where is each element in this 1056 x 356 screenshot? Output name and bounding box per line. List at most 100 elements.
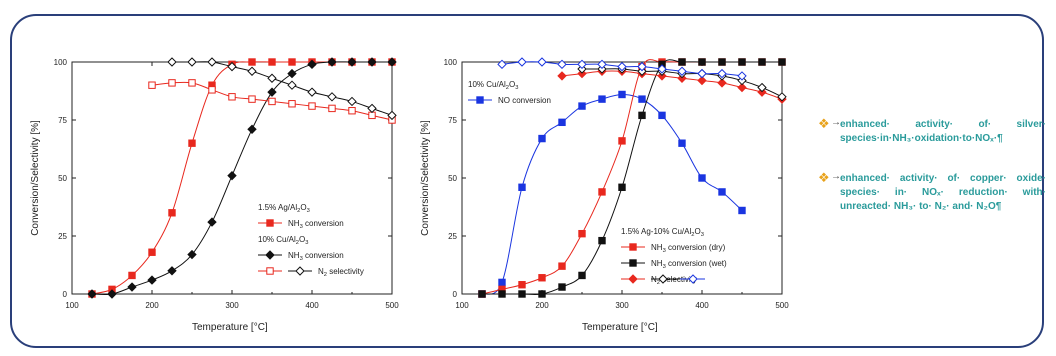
data-point <box>148 81 156 89</box>
legend-marker <box>629 243 637 251</box>
data-point <box>698 174 706 182</box>
figure-frame <box>10 14 1044 348</box>
legend-label: NO conversion <box>498 96 551 105</box>
y-tick-label: 100 <box>54 58 68 67</box>
y-tick-label: 50 <box>58 174 67 183</box>
data-point <box>498 290 506 298</box>
legend-marker <box>295 266 305 276</box>
data-point <box>328 104 336 113</box>
data-point <box>518 183 526 191</box>
data-point <box>657 64 667 74</box>
data-point <box>577 59 587 70</box>
arrow-icon: → <box>831 171 841 182</box>
data-point <box>327 57 337 67</box>
data-point <box>498 278 506 287</box>
data-point <box>208 86 216 94</box>
y-tick-label: 75 <box>58 116 67 125</box>
data-point <box>148 248 156 256</box>
data-point <box>287 68 297 79</box>
y-axis-title: Conversion/Selectivity [%] <box>420 120 431 236</box>
data-point <box>387 57 397 67</box>
data-point <box>718 58 726 66</box>
series-line <box>561 70 783 100</box>
data-point <box>228 93 236 101</box>
data-point <box>598 188 606 196</box>
data-point <box>87 289 97 299</box>
data-point <box>537 57 547 67</box>
y-tick-label: 25 <box>58 232 67 241</box>
data-point <box>777 92 787 102</box>
data-point <box>698 58 706 66</box>
y-tick-label: 75 <box>448 116 457 125</box>
data-point <box>227 61 237 72</box>
data-point <box>598 236 606 245</box>
y-tick-label: 0 <box>453 290 458 299</box>
legend-group-label: 10% Cu/Al2O3 <box>468 80 518 91</box>
data-point <box>167 266 177 276</box>
data-point <box>127 282 137 292</box>
legend-marker <box>628 274 638 284</box>
x-tick-label: 400 <box>695 301 709 310</box>
data-point <box>168 79 176 87</box>
y-tick-label: 50 <box>448 174 457 183</box>
data-point <box>107 289 117 299</box>
x-tick-label: 500 <box>775 301 789 310</box>
data-point <box>497 59 507 70</box>
data-point <box>518 290 526 298</box>
data-point <box>288 58 296 66</box>
data-point <box>538 290 546 298</box>
data-point <box>248 58 256 66</box>
series-line <box>172 61 393 116</box>
data-point <box>757 82 767 93</box>
series-line <box>91 61 392 295</box>
data-point <box>578 102 586 110</box>
x-tick-label: 300 <box>615 301 629 310</box>
x-tick-label: 300 <box>225 301 239 310</box>
data-point <box>737 82 747 93</box>
data-point <box>478 290 486 298</box>
data-point <box>618 183 626 191</box>
data-point <box>557 71 567 81</box>
data-point <box>187 249 197 260</box>
data-point <box>658 111 666 120</box>
data-point <box>578 271 586 280</box>
data-point <box>737 71 747 81</box>
data-point <box>517 57 527 67</box>
data-point <box>167 57 177 67</box>
data-point <box>717 78 727 88</box>
y-tick-label: 0 <box>63 290 68 299</box>
legend-label: NH3 conversion (dry) <box>651 243 726 254</box>
data-point <box>617 61 627 72</box>
data-point <box>697 75 707 86</box>
data-point <box>718 188 726 196</box>
data-point <box>558 283 566 291</box>
series-line <box>91 61 392 296</box>
x-tick-label: 100 <box>455 301 469 310</box>
data-point <box>697 68 707 79</box>
diamond-bullet-icon: ❖ <box>818 116 830 131</box>
y-tick-label: 100 <box>444 58 458 67</box>
data-point <box>207 217 217 227</box>
legend-marker <box>629 259 637 267</box>
data-point <box>518 281 526 289</box>
legend-marker <box>266 267 274 275</box>
data-point <box>557 59 567 70</box>
data-point <box>307 59 317 70</box>
data-point <box>367 103 377 114</box>
legend-marker <box>476 96 484 104</box>
data-point <box>308 102 316 110</box>
data-point <box>327 92 337 102</box>
data-point <box>307 87 317 97</box>
bullet-text: enhanced· activity· of· copper· oxide· s… <box>840 173 1046 212</box>
arrow-icon: → <box>831 117 841 128</box>
data-point <box>717 68 727 79</box>
data-point <box>247 124 257 134</box>
bullet-item-copper: ❖ → enhanced· activity· of· copper· oxid… <box>818 170 1046 214</box>
data-point <box>267 73 277 83</box>
data-point <box>147 275 157 285</box>
data-point <box>538 274 546 282</box>
data-point <box>778 58 786 66</box>
legend-group-label: 10% Cu/Al2O3 <box>258 235 308 246</box>
legend-label: N2 selectivity <box>318 267 364 278</box>
data-point <box>637 61 647 72</box>
